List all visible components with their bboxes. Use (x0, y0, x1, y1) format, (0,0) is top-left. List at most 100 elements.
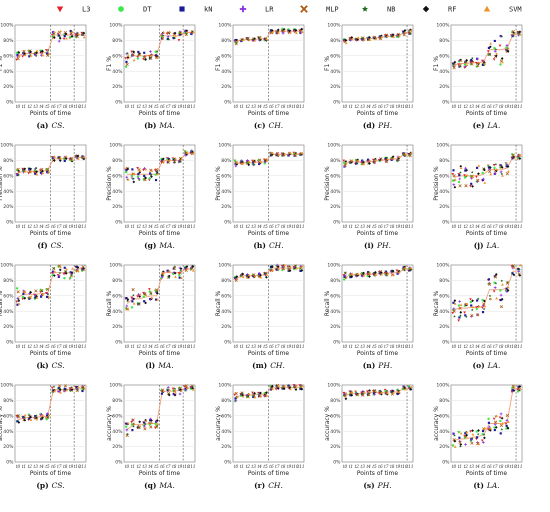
data-point-mlp (476, 313, 480, 317)
data-point-kn (458, 65, 461, 68)
x-tick-label: t6 (160, 464, 165, 469)
data-point-kn (476, 436, 479, 439)
data-point-rf (288, 269, 292, 272)
data-point-svm (501, 60, 504, 64)
data-point-kn (458, 436, 461, 439)
data-point-rf (350, 160, 354, 164)
y-tick-label: 80% (439, 278, 450, 284)
data-point-svm (403, 387, 407, 391)
data-point-mlp (63, 384, 68, 388)
caption-name: MA. (158, 481, 174, 490)
x-tick-label: t1 (349, 104, 353, 109)
data-point-kn (125, 422, 128, 425)
data-point-rf (500, 416, 504, 420)
data-point-rf (29, 291, 33, 294)
data-point-rf (512, 273, 516, 277)
data-point-l3 (165, 32, 169, 35)
data-point-svm (76, 385, 80, 389)
data-point-l3 (148, 55, 151, 58)
data-point-svm (501, 283, 504, 286)
y-tick-label: 40% (439, 69, 450, 75)
x-tick-label: t9 (287, 344, 292, 349)
data-point-svm (162, 389, 166, 393)
panel-r: 0%20%40%60%80%100%t0 t1 t2 t3 t4 t5 t6 t7 t8 t9 t1… (215, 383, 305, 490)
data-point-mlp (458, 184, 462, 188)
data-point-dt (154, 173, 157, 176)
triangle-down-marker-icon (56, 6, 64, 13)
x-tick-label: t5 (372, 344, 377, 349)
data-point-l3 (498, 44, 502, 48)
x-tick-label: t1 (131, 224, 135, 229)
data-point-lr (143, 167, 146, 170)
x-tick-label: t9 (178, 464, 183, 469)
data-point-kn (384, 157, 387, 160)
x-tick-label: t6 (269, 224, 274, 229)
data-point-svm (518, 154, 522, 157)
data-point-kn (166, 161, 169, 164)
x-tick-label: t2 (246, 224, 251, 229)
data-point-mlp (476, 64, 480, 68)
x-tick-label: t9 (178, 224, 183, 229)
data-point-lr (125, 428, 129, 432)
x-tick-label: t0 (125, 104, 130, 109)
y-tick-label: 100% (109, 383, 123, 389)
data-point-kn (275, 268, 278, 271)
data-point-lr (125, 304, 129, 308)
data-point-nb (385, 274, 389, 277)
y-axis-label: F1 % (0, 56, 4, 71)
data-point-rf (488, 166, 492, 169)
y-tick-label: 40% (439, 429, 450, 435)
data-point-svm (392, 273, 395, 276)
data-point-mlp (178, 271, 182, 275)
y-tick-label: 100% (0, 143, 14, 149)
x-tick-label: t11 (406, 224, 413, 229)
data-point-nb (494, 281, 498, 285)
x-tick-label: t11 (79, 464, 86, 469)
data-point-svm (23, 170, 27, 173)
x-tick-label: t9 (69, 344, 74, 349)
data-point-nb (173, 36, 177, 40)
data-point-nb (518, 268, 521, 271)
data-point-kn (517, 385, 520, 388)
data-point-dt (493, 426, 496, 429)
y-tick-label: 0% (115, 220, 123, 226)
data-point-svm (453, 178, 457, 181)
x-tick-label: t6 (378, 464, 383, 469)
x-tick-label: t0 (343, 104, 348, 109)
x-tick-label: t6 (487, 344, 492, 349)
data-point-dt (463, 176, 467, 179)
y-tick-label: 20% (3, 84, 14, 90)
data-point-nb (126, 299, 129, 303)
x-tick-label: t8 (281, 464, 286, 469)
data-point-l3 (136, 295, 139, 298)
data-point-dt (493, 281, 496, 284)
data-point-svm (180, 276, 183, 280)
data-point-svm (23, 53, 27, 57)
data-point-mlp (452, 66, 456, 70)
caption-tag: (r) (254, 481, 265, 490)
data-point-lr (343, 273, 347, 277)
x-tick-label: t10 (183, 344, 190, 349)
data-point-l3 (463, 311, 466, 314)
x-tick-label: t5 (154, 464, 159, 469)
x-axis-label: Points of time (139, 350, 180, 357)
data-point-svm (507, 46, 510, 50)
data-point-nb (64, 270, 68, 273)
data-point-lr (40, 413, 43, 416)
x-tick-label: t10 (74, 344, 81, 349)
data-point-rf (126, 298, 130, 301)
data-point-lr (281, 31, 285, 35)
y-tick-label: 80% (3, 158, 14, 164)
data-point-l3 (342, 391, 346, 395)
y-tick-label: 80% (439, 398, 450, 404)
data-point-lr (470, 438, 473, 442)
caption-tag: (q) (144, 481, 156, 490)
data-point-lr (234, 399, 238, 403)
data-point-svm (300, 30, 304, 33)
data-point-svm (138, 53, 142, 57)
data-point-rf (58, 268, 62, 272)
x-tick-label: t2 (137, 224, 142, 229)
data-point-svm (35, 296, 39, 299)
data-point-nb (179, 269, 182, 272)
panel-caption: (l) MA. (145, 361, 173, 370)
